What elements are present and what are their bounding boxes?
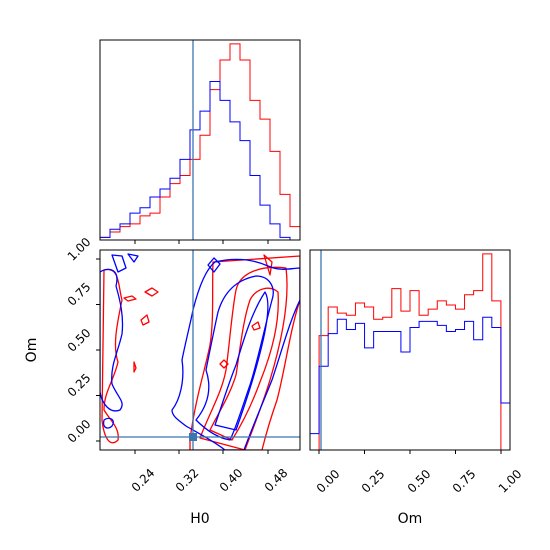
contour-panel: 0.24 0.32 0.40 0.48 0.00 0.25 0.50 0.75 … [24, 235, 301, 527]
blue-contour-left [100, 268, 124, 412]
blue-contour-middle [195, 275, 274, 441]
om-xtick-label: 0.25 [359, 467, 388, 496]
red-contour-blob [251, 321, 261, 331]
blue-contour-inner [214, 291, 269, 431]
red-contour-inner [209, 287, 279, 441]
om-histogram-panel: 0.00 0.25 0.50 0.75 1.00 Om [309, 249, 525, 527]
red-contour-outer [189, 255, 300, 450]
blue-contour-blob [102, 417, 114, 429]
contour-truth-marker [189, 433, 197, 441]
om-xtick-label: 0.50 [405, 467, 434, 496]
om-histogram-xticks [318, 450, 502, 454]
om-xtick-label: 0.00 [314, 467, 343, 496]
red-contours [101, 254, 300, 450]
om-histogram-series-blue [309, 316, 511, 450]
red-contour-left-outer [101, 268, 123, 444]
om-histogram-xtick-labels: 0.00 0.25 0.50 0.75 1.00 [314, 467, 525, 496]
h0-histogram-xticks [134, 240, 269, 244]
om-y-axis-label: Om [24, 338, 40, 363]
contour-ytick-labels: 0.00 0.25 0.50 0.75 1.00 [65, 235, 94, 446]
om-xtick-label: 1.00 [496, 467, 525, 496]
h0-xtick-label: 0.40 [217, 466, 246, 495]
red-contour-blob [123, 295, 137, 302]
h0-histogram-series-blue [99, 81, 300, 241]
om-histogram-series [309, 253, 511, 451]
red-contour-blob [219, 359, 229, 369]
contour-xtick-labels: 0.24 0.32 0.40 0.48 [129, 466, 291, 495]
om-ytick-label: 0.75 [65, 280, 94, 309]
contour-yticks [96, 258, 100, 442]
om-ytick-label: 0.00 [65, 417, 94, 446]
blue-contour-blob [207, 257, 221, 273]
blue-contour-top [111, 254, 127, 273]
h0-xtick-label: 0.24 [129, 466, 158, 495]
h0-histogram-series [99, 43, 301, 241]
red-contour-blob [144, 287, 159, 297]
h0-histogram-panel [99, 39, 301, 244]
om-xtick-label: 0.75 [450, 467, 479, 496]
om-ytick-label: 0.50 [65, 326, 94, 355]
h0-axis-label: H0 [190, 511, 209, 527]
blue-contour-outer [171, 258, 300, 450]
blue-contour-top [127, 253, 139, 263]
h0-xtick-label: 0.32 [173, 466, 202, 495]
contour-xticks [134, 450, 269, 454]
blue-contours [100, 253, 300, 450]
om-axis-label: Om [398, 511, 423, 527]
h0-xtick-label: 0.48 [262, 466, 291, 495]
red-contour-blob [140, 314, 150, 326]
om-ytick-label: 0.25 [65, 371, 94, 400]
h0-histogram-frame [99, 39, 301, 241]
om-ytick-label: 1.00 [65, 235, 94, 264]
red-contour-middle [199, 266, 288, 450]
om-histogram-series-red [310, 253, 510, 451]
red-contour-blob [133, 361, 137, 373]
